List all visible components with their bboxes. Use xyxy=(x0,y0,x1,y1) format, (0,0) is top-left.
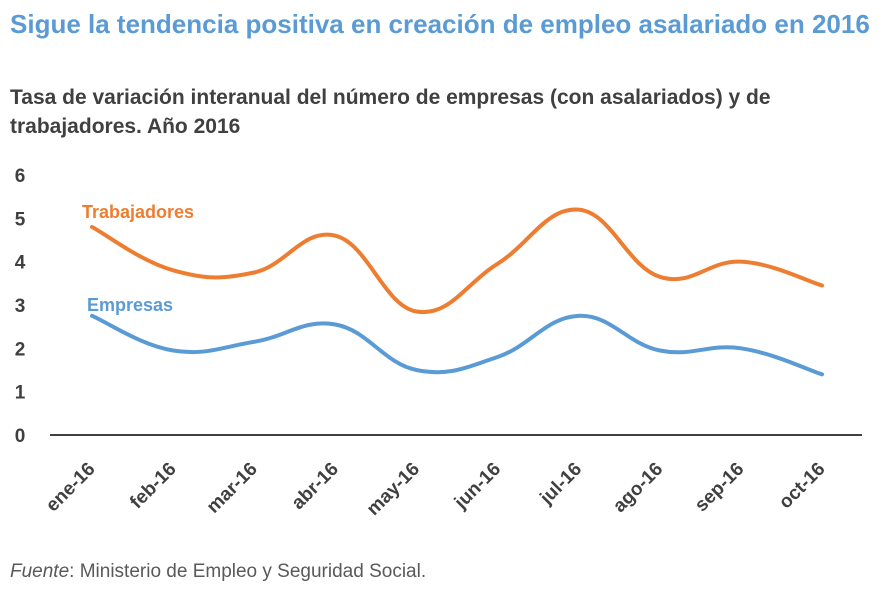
y-tick-label: 5 xyxy=(15,209,26,230)
y-tick-label: 4 xyxy=(15,253,26,274)
y-tick-label: 2 xyxy=(15,339,26,360)
x-tick-label: oct-16 xyxy=(775,459,829,513)
source-label: Fuente xyxy=(10,561,70,582)
y-axis-ticks: 0 1 2 3 4 5 6 xyxy=(15,166,26,447)
y-tick-label: 0 xyxy=(15,426,26,447)
source-text: : Ministerio de Empleo y Seguridad Socia… xyxy=(69,561,427,582)
y-tick-label: 1 xyxy=(15,383,26,404)
x-tick-label: jul-16 xyxy=(536,459,587,510)
source-note: Fuente: Ministerio de Empleo y Seguridad… xyxy=(10,561,426,583)
x-tick-label: ene-16 xyxy=(42,459,99,516)
series-label-trabajadores: Trabajadores xyxy=(82,202,194,222)
chart-subtitle: Tasa de variación interanual del número … xyxy=(10,86,771,138)
x-tick-label: jun-16 xyxy=(450,459,505,514)
x-tick-label: abr-16 xyxy=(288,459,343,514)
x-tick-label: sep-16 xyxy=(691,459,748,516)
x-tick-label: mar-16 xyxy=(203,459,262,518)
chart-title: Sigue la tendencia positiva en creación … xyxy=(10,9,870,39)
y-tick-label: 3 xyxy=(15,296,26,317)
x-tick-label: may-16 xyxy=(363,459,424,520)
x-axis-ticks: ene-16 feb-16 mar-16 abr-16 may-16 jun-16 jul-… xyxy=(42,459,829,520)
series-label-empresas: Empresas xyxy=(87,295,173,315)
series-line-empresas xyxy=(90,313,824,377)
x-tick-label: feb-16 xyxy=(126,459,180,513)
y-tick-label: 6 xyxy=(15,166,26,187)
series-group: Trabajadores Empresas xyxy=(82,202,824,377)
series-line-trabajadores xyxy=(90,207,824,315)
x-tick-label: ago-16 xyxy=(609,459,667,517)
